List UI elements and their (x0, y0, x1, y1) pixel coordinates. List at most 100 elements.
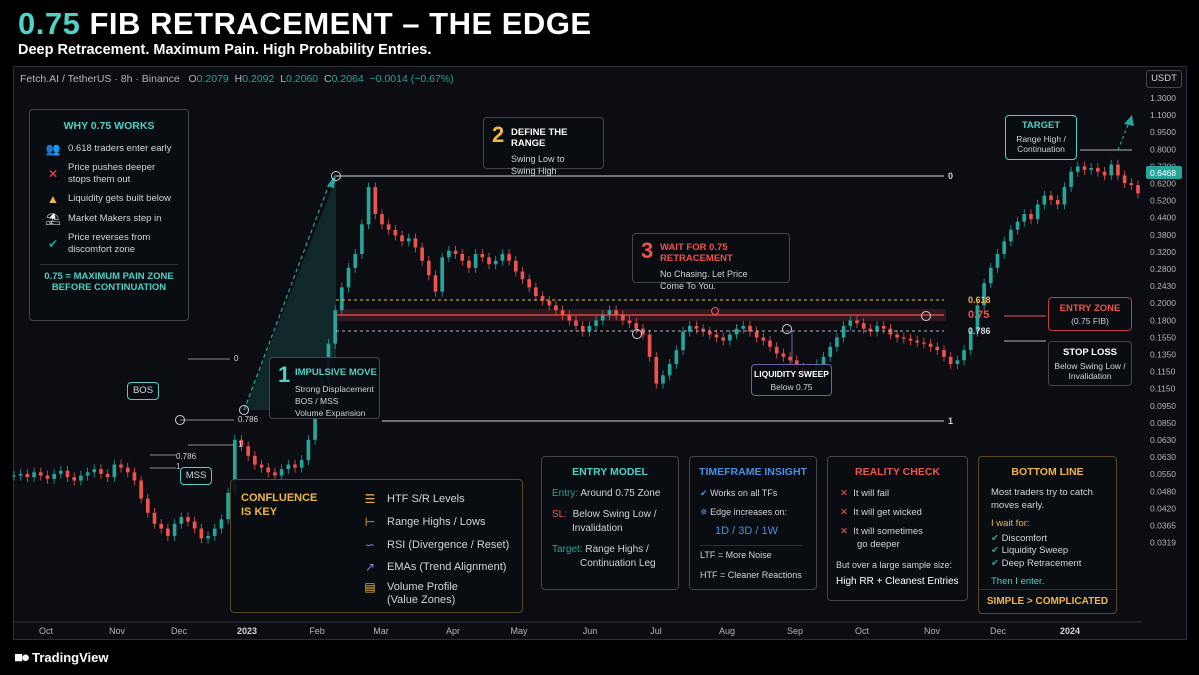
last-price-label: 0.6468 (1150, 168, 1176, 178)
candle-body (119, 464, 123, 468)
candle-body (935, 346, 940, 351)
why-divider (40, 264, 178, 265)
candle-body (52, 473, 56, 479)
candle-body (152, 512, 157, 524)
open-value: 0.2079 (196, 73, 229, 85)
candle-body (386, 224, 391, 230)
candle-body (868, 328, 873, 332)
last-price-badge (1146, 166, 1182, 179)
time-tick-label: Sep (787, 626, 803, 636)
candle-body (279, 469, 284, 476)
candle-body (145, 498, 150, 513)
entry-value: Around 0.75 Zone (580, 488, 661, 499)
reality-box: REALITY CHECK ✕ It will fail ✕ It will g… (827, 456, 968, 601)
candle-body (12, 475, 16, 477)
candle-body (306, 439, 311, 461)
candle-body (534, 287, 538, 297)
candle-body (520, 271, 525, 280)
step1-box: 1 IMPULSIVE MOVE Strong Displacement BOS… (269, 357, 380, 419)
timeframe-title: TIMEFRAME INSIGHT (699, 466, 807, 478)
volume-profile-icon: ▤ (364, 580, 376, 594)
why-item: ⛱ Market Makers step in (42, 212, 188, 226)
liquidity-title: LIQUIDITY SWEEP (754, 369, 829, 379)
confluence-item-text: Volume Profile (387, 581, 458, 593)
candle-body (942, 350, 946, 357)
candle-body (360, 224, 364, 254)
step1-line: BOS / MSS (295, 396, 339, 406)
price-tick-label: 0.1550 (1150, 332, 1176, 342)
confluence-item: ▤ Volume Profile (359, 580, 458, 594)
price-tick-label: 0.0630 (1150, 435, 1176, 445)
candle-body (273, 472, 277, 476)
price-tick-label: 0.5200 (1150, 196, 1176, 206)
candle-body (467, 260, 471, 268)
price-tick-label: 0.1150 (1150, 367, 1176, 377)
candle-body (1096, 168, 1100, 172)
candle-body (594, 320, 598, 326)
entry-zone-title: ENTRY ZONE (1059, 303, 1121, 314)
candle-body (634, 323, 639, 329)
x-icon: ✕ (47, 167, 59, 181)
bottom-line-then: Then I enter. (991, 576, 1045, 587)
candle-body (554, 305, 558, 311)
candle-body (734, 328, 739, 335)
candle-body (1116, 164, 1120, 176)
candle-body (774, 346, 779, 354)
candle-body (707, 331, 712, 335)
step2-title: DEFINE THE RANGE (511, 127, 568, 149)
target-arrow-line (1117, 119, 1131, 151)
candle-body (687, 325, 692, 332)
candle-body (400, 235, 404, 242)
candle-body (627, 320, 632, 324)
candle-body (99, 469, 103, 474)
timeframe-ltf: LTF = More Noise (700, 545, 802, 562)
target-box: TARGET Range High / Continuation (1005, 115, 1077, 160)
candle-body (420, 247, 424, 261)
candle-body (346, 267, 351, 288)
candle-body (968, 331, 973, 351)
candle-body (821, 356, 826, 364)
price-tick-label: 0.3200 (1150, 247, 1176, 257)
confluence-box: CONFLUENCE IS KEY ☰ HTF S/R Levels ⊢ Range… (230, 479, 523, 613)
candle-body (166, 528, 170, 536)
candle-body (607, 310, 612, 316)
fib-level-label: 0 (948, 171, 953, 181)
candle-body (915, 340, 920, 343)
currency-button[interactable]: USDT (1146, 70, 1182, 88)
candle-body (513, 260, 518, 272)
price-tick-label: 0.2430 (1150, 281, 1176, 291)
candle-body (1075, 166, 1080, 172)
bank-icon: ⛱ (45, 212, 61, 226)
why-box: WHY 0.75 WORKS 👥 0.618 traders enter earl… (29, 109, 189, 321)
candle-body (460, 253, 465, 261)
tradingview-brand: TradingView (32, 650, 109, 665)
entry-model-box: ENTRY MODEL Entry: Around 0.75 Zone SL: … (541, 456, 679, 590)
candle-body (18, 473, 23, 476)
candle-body (59, 470, 63, 474)
candle-body (246, 446, 250, 456)
candle-body (1055, 199, 1060, 205)
confluence-item: ∽ RSI (Divergence / Reset) (359, 538, 509, 552)
close-value: 0.2064 (331, 73, 364, 85)
reality-over: But over a large sample size: (836, 560, 953, 570)
candle-body (186, 517, 190, 522)
candle-body (393, 229, 398, 236)
stop-loss-line: Below Swing Low / (1054, 361, 1126, 371)
tradingview-logo[interactable]: ■● TradingView (14, 649, 108, 666)
step1-line: Strong Displacement (295, 384, 374, 394)
swing-marker (782, 324, 792, 334)
droplet-icon: ▲ (47, 192, 59, 206)
candle-body (72, 477, 77, 481)
people-icon: 👥 (45, 142, 61, 156)
fib-level-label: 1 (948, 416, 953, 426)
candle-body (781, 353, 786, 357)
candle-body (487, 257, 491, 265)
candle-body (661, 375, 665, 384)
candle-body (212, 528, 217, 536)
sparkle-icon: ✵ (700, 507, 708, 517)
candle-body (614, 310, 618, 316)
candle-body (232, 439, 237, 493)
price-tick-label: 0.0850 (1150, 418, 1176, 428)
candle-body (835, 337, 839, 347)
